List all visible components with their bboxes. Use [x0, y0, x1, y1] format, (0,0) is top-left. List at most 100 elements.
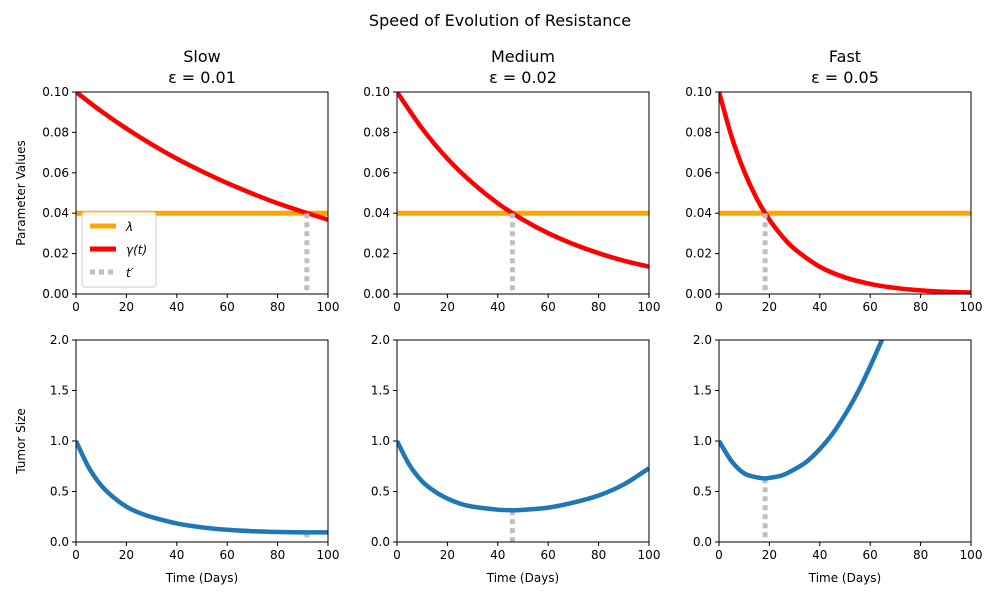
x-tick-label: 60: [863, 300, 878, 314]
axes-frame: [396, 91, 650, 295]
y-tick-label: 0.04: [363, 206, 390, 220]
x-tick-label: 80: [270, 300, 285, 314]
series-gamma-line: [719, 92, 971, 294]
legend-label: γ(t): [126, 243, 147, 257]
panel-title: Fast: [829, 47, 861, 66]
panel-bottom-1: 0 20 40 60 80 100 0.0 0.5 1.0 1.5 2.0 Time (Days): [371, 333, 661, 585]
y-tick-label: 2.0: [693, 333, 712, 347]
y-tick-label: 0.08: [363, 125, 390, 139]
y-tick-label: 1.0: [371, 434, 390, 448]
x-tick-label: 40: [490, 548, 505, 562]
y-tick-label: 0.10: [685, 85, 712, 99]
x-tick-label: 0: [72, 548, 80, 562]
x-tick-label: 40: [812, 548, 827, 562]
legend-label: t′: [126, 266, 134, 280]
x-tick-label: 80: [913, 548, 928, 562]
panel-bottom-0: 0 20 40 60 80 100 0.0 0.5 1.0 1.5 2.0 Time (Days) Tu…: [14, 333, 339, 585]
figure-suptitle: Speed of Evolution of Resistance: [369, 11, 631, 30]
series-tumor-line: [76, 440, 328, 535]
y-tick-label: 0.5: [371, 485, 390, 499]
panel-top-2: Fast ε = 0.05 0 20 40 60 80 100 0.00 0.02 0.04 0.06…: [685, 47, 982, 314]
x-tick-label: 20: [762, 300, 777, 314]
axes-frame: [75, 91, 329, 295]
x-tick-label: 0: [393, 300, 401, 314]
y-tick-label: 0.08: [685, 125, 712, 139]
x-tick-label: 100: [960, 300, 983, 314]
y-tick-label: 0.02: [685, 247, 712, 261]
y-axis-label: Tumor Size: [14, 408, 28, 475]
y-tick-label: 0.0: [693, 535, 712, 549]
legend: λ γ(t) t′: [81, 211, 157, 288]
y-tick-label: 0.10: [363, 85, 390, 99]
y-tick-label: 2.0: [50, 333, 69, 347]
y-tick-label: 0.5: [693, 485, 712, 499]
x-tick-label: 100: [317, 548, 340, 562]
x-tick-label: 100: [317, 300, 340, 314]
x-tick-label: 40: [169, 300, 184, 314]
x-tick-label: 100: [638, 548, 661, 562]
x-tick-label: 40: [812, 300, 827, 314]
x-tick-label: 100: [638, 300, 661, 314]
y-tick-label: 1.5: [371, 384, 390, 398]
x-axis-label: Time (Days): [165, 571, 239, 585]
x-tick-label: 0: [393, 548, 401, 562]
x-tick-label: 80: [270, 548, 285, 562]
y-tick-label: 0.06: [363, 166, 390, 180]
y-tick-label: 1.0: [50, 434, 69, 448]
x-tick-label: 100: [960, 548, 983, 562]
y-tick-label: 0.0: [50, 535, 69, 549]
y-tick-label: 0.00: [685, 287, 712, 301]
x-tick-label: 60: [863, 548, 878, 562]
y-tick-label: 1.5: [50, 384, 69, 398]
x-tick-label: 20: [119, 548, 134, 562]
x-tick-label: 40: [490, 300, 505, 314]
x-tick-label: 20: [119, 300, 134, 314]
series-gamma-line: [397, 92, 649, 269]
x-tick-label: 60: [220, 548, 235, 562]
legend-box: [81, 211, 157, 288]
panel-title: Slow: [183, 47, 220, 66]
y-tick-label: 0.00: [42, 287, 69, 301]
panel-subtitle: ε = 0.05: [811, 68, 879, 87]
panel-title: Medium: [491, 47, 555, 66]
series-gamma-line: [76, 92, 328, 222]
y-tick-label: 1.5: [693, 384, 712, 398]
x-tick-label: 40: [169, 548, 184, 562]
y-tick-label: 0.04: [685, 206, 712, 220]
y-tick-label: 0.00: [363, 287, 390, 301]
x-tick-label: 20: [762, 548, 777, 562]
y-tick-label: 0.06: [685, 166, 712, 180]
plot-area: [76, 440, 328, 542]
y-tick-label: 0.02: [42, 247, 69, 261]
x-axis-label: Time (Days): [486, 571, 560, 585]
y-axis-label: Parameter Values: [14, 140, 28, 245]
plot-area: [397, 439, 649, 542]
panel-top-0: Slow ε = 0.01 0 20 40 60 80 100 0.00 0.02 0.04 0.06…: [14, 47, 339, 314]
y-tick-label: 1.0: [693, 434, 712, 448]
x-tick-label: 60: [541, 300, 556, 314]
x-axis-label: Time (Days): [808, 571, 882, 585]
x-tick-label: 80: [591, 300, 606, 314]
y-tick-label: 0.06: [42, 166, 69, 180]
plot-area: [719, 340, 885, 542]
x-tick-label: 0: [715, 548, 723, 562]
plot-area: [397, 92, 649, 294]
x-tick-label: 80: [913, 300, 928, 314]
x-tick-label: 20: [440, 300, 455, 314]
axes-frame: [718, 91, 972, 295]
series-tumor-line: [719, 340, 885, 481]
y-tick-label: 0.5: [50, 485, 69, 499]
panel-subtitle: ε = 0.01: [168, 68, 236, 87]
legend-label: λ: [125, 220, 133, 234]
x-tick-label: 20: [440, 548, 455, 562]
panel-top-1: Medium ε = 0.02 0 20 40 60 80 100 0.00 0.02 0.04 0.…: [363, 47, 660, 314]
panel-bottom-2: 0 20 40 60 80 100 0.0 0.5 1.0 1.5 2.0 Time (Days): [693, 333, 983, 585]
x-tick-label: 80: [591, 548, 606, 562]
x-tick-label: 0: [715, 300, 723, 314]
y-tick-label: 0.02: [363, 247, 390, 261]
y-tick-label: 0.0: [371, 535, 390, 549]
series-tumor-line: [397, 439, 649, 513]
